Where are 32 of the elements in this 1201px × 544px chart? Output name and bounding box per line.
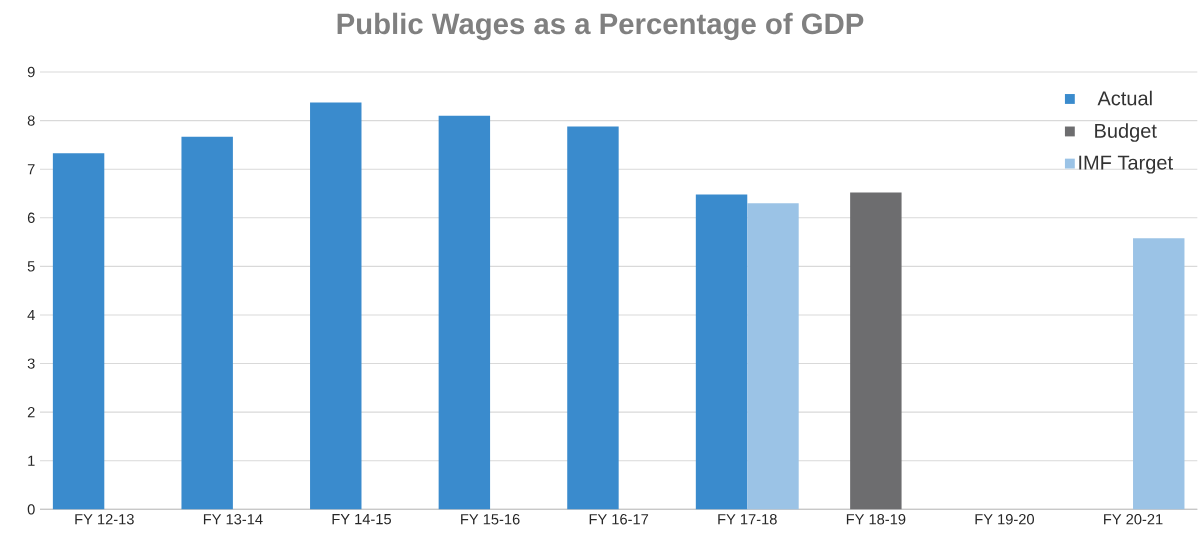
legend-label: Actual bbox=[1097, 90, 1152, 106]
y-tick-label: 4 bbox=[27, 309, 35, 321]
y-tick-label: 5 bbox=[27, 261, 35, 272]
bar bbox=[747, 203, 799, 510]
legend-label: Budget bbox=[1095, 123, 1157, 142]
y-tick-label: 2 bbox=[27, 407, 35, 418]
x-tick-label: FY 17-18 bbox=[718, 514, 777, 525]
x-tick-label: FY 19-20 bbox=[975, 514, 1034, 525]
x-tick-label: FY 12-13 bbox=[75, 514, 134, 525]
x-tick-label: FY 20-21 bbox=[1104, 514, 1163, 525]
y-tick-label: 7 bbox=[27, 164, 35, 175]
bar bbox=[181, 136, 233, 510]
x-tick-label: FY 13-14 bbox=[203, 514, 263, 525]
legend-label: IMF Target bbox=[1079, 155, 1173, 174]
y-tick-label: 3 bbox=[27, 358, 35, 369]
chart-title: Public Wages as a Percentage of GDP bbox=[337, 12, 864, 41]
y-tick-label: 1 bbox=[28, 455, 35, 466]
x-tick-label: FY 15-16 bbox=[461, 514, 520, 525]
y-tick-label: 8 bbox=[27, 115, 35, 126]
bar bbox=[850, 192, 902, 510]
y-tick-label: 6 bbox=[27, 212, 35, 223]
x-tick-label: FY 14-15 bbox=[332, 514, 391, 525]
bar bbox=[52, 153, 105, 510]
y-tick-label: 0 bbox=[27, 504, 35, 515]
bar bbox=[695, 194, 748, 510]
bar bbox=[438, 115, 491, 510]
bar bbox=[567, 126, 619, 510]
bar bbox=[310, 102, 362, 510]
x-tick-label: FY 18-19 bbox=[846, 514, 906, 525]
x-tick-label: FY 16-17 bbox=[589, 514, 649, 525]
y-tick-label: 9 bbox=[27, 66, 35, 78]
bar bbox=[1133, 238, 1185, 510]
